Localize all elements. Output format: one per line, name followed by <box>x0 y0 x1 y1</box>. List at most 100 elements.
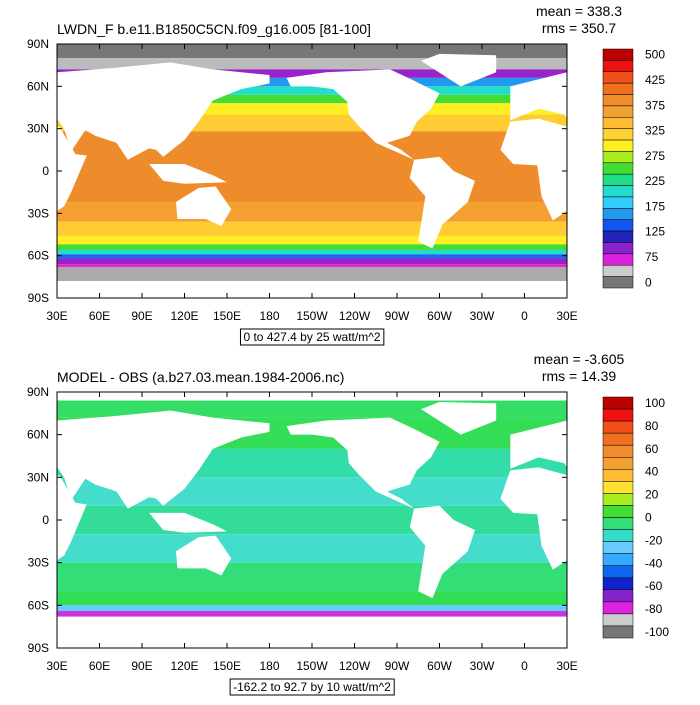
colorbar-label: 225 <box>645 174 665 188</box>
range-note: 0 to 427.4 by 25 watt/m^2 <box>243 330 380 344</box>
colorbar-label: -40 <box>645 556 663 570</box>
lat-label: 60S <box>28 598 49 612</box>
lon-label: 60W <box>427 659 452 673</box>
stat: mean = -3.605 <box>534 351 625 367</box>
lat-label: 60N <box>27 428 49 442</box>
stat: rms = 14.39 <box>542 368 617 384</box>
stat: rms = 350.7 <box>542 20 617 36</box>
field-band <box>57 236 567 244</box>
lon-label: 30W <box>470 659 495 673</box>
field-band <box>57 244 567 250</box>
colorbar-label: 0 <box>645 511 652 525</box>
lon-label: 150W <box>296 309 328 323</box>
colorbar-box <box>603 493 633 505</box>
colorbar-box <box>603 518 633 530</box>
field-band <box>57 264 567 267</box>
lat-label: 0 <box>42 513 49 527</box>
colorbar-box <box>603 208 633 219</box>
lon-label: 120E <box>170 659 198 673</box>
lon-label: 30E <box>556 659 577 673</box>
colorbar-box <box>603 542 633 554</box>
colorbar-label: -100 <box>645 625 669 639</box>
colorbar-box <box>603 433 633 445</box>
map <box>0 392 700 648</box>
stat: mean = 338.3 <box>536 3 622 19</box>
lon-label: 90E <box>131 659 152 673</box>
lon-label: 60W <box>427 309 452 323</box>
field-band <box>57 222 567 236</box>
lon-label: 120W <box>339 659 371 673</box>
range-note: -162.2 to 92.7 by 10 watt/m^2 <box>233 680 391 694</box>
lon-label: 90W <box>385 309 410 323</box>
lat-label: 90S <box>28 641 49 655</box>
colorbar-box <box>603 530 633 542</box>
land <box>659 164 700 184</box>
colorbar-label: 325 <box>645 124 665 138</box>
panel-title: LWDN_F b.e11.B1850C5CN.f09_g16.005 [81-1… <box>57 21 371 37</box>
colorbar-label: -80 <box>645 602 663 616</box>
colorbar-box <box>603 445 633 457</box>
field-band <box>57 254 567 258</box>
lat-label: 30S <box>28 206 49 220</box>
field-band <box>57 506 567 534</box>
colorbar-label: 75 <box>645 250 659 264</box>
field-band <box>57 605 567 611</box>
field-band <box>57 611 567 617</box>
colorbar-box <box>603 174 633 185</box>
lon-label: 150W <box>296 659 328 673</box>
field-band <box>57 267 567 281</box>
lon-label: 60E <box>89 309 110 323</box>
lon-label: 120E <box>170 309 198 323</box>
field-band <box>57 563 567 591</box>
lon-label: 0 <box>521 309 528 323</box>
field-band <box>57 202 567 222</box>
lat-label: 60S <box>28 249 49 263</box>
colorbar-box <box>603 481 633 493</box>
colorbar-box <box>603 231 633 242</box>
field-band <box>57 250 567 254</box>
lon-label: 180 <box>259 309 279 323</box>
lon-label: 120W <box>339 309 371 323</box>
colorbar-box <box>603 505 633 517</box>
colorbar-box <box>603 277 633 288</box>
colorbar-box <box>603 265 633 276</box>
colorbar-box <box>603 163 633 174</box>
colorbar-box <box>603 151 633 162</box>
colorbar-label: 80 <box>645 419 659 433</box>
colorbar-box <box>603 397 633 409</box>
land <box>270 631 700 648</box>
lat-label: 90S <box>28 291 49 305</box>
field-band <box>57 534 567 562</box>
lon-label: 30E <box>46 659 67 673</box>
colorbar-box <box>603 254 633 265</box>
colorbar-box <box>603 614 633 626</box>
lat-label: 90N <box>27 385 49 399</box>
lat-label: 30N <box>27 122 49 136</box>
colorbar-box <box>603 457 633 469</box>
colorbar-label: 40 <box>645 465 659 479</box>
lat-label: 0 <box>42 164 49 178</box>
lat-label: 30S <box>28 556 49 570</box>
lon-label: 30W <box>470 309 495 323</box>
colorbar-label: 500 <box>645 48 665 62</box>
colorbar-label: -20 <box>645 533 663 547</box>
lat-label: 60N <box>27 79 49 93</box>
colorbar-label: 375 <box>645 98 665 112</box>
colorbar-box <box>603 409 633 421</box>
colorbar-box <box>603 60 633 71</box>
lon-label: 30E <box>556 309 577 323</box>
lat-label: 90N <box>27 37 49 51</box>
map <box>0 44 700 298</box>
panel-title: MODEL - OBS (a.b27.03.mean.1984-2006.nc) <box>57 369 344 385</box>
lon-label: 0 <box>521 659 528 673</box>
lon-label: 30E <box>46 309 67 323</box>
colorbar-box <box>603 129 633 140</box>
colorbar-box <box>603 140 633 151</box>
colorbar-label: 175 <box>645 199 665 213</box>
colorbar-box <box>603 602 633 614</box>
colorbar-label: 275 <box>645 149 665 163</box>
lon-label: 90E <box>131 309 152 323</box>
colorbar-box <box>603 566 633 578</box>
colorbar-label: 425 <box>645 73 665 87</box>
lon-label: 90W <box>385 659 410 673</box>
